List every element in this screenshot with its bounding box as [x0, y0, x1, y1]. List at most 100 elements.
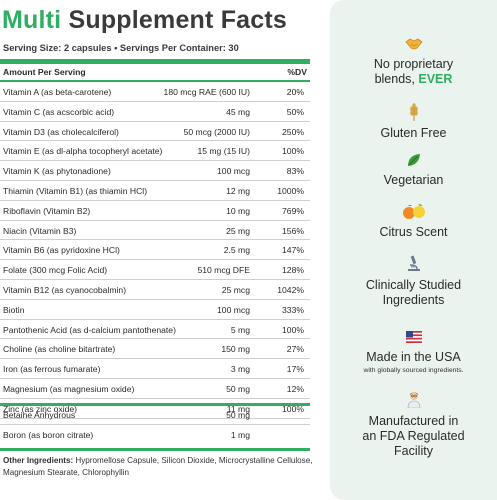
- nutrient-name: Thiamin (Vitamin B1) (as thiamin HCl): [3, 185, 148, 196]
- serving-info: Serving Size: 2 capsules • Servings Per …: [3, 43, 239, 53]
- nutrient-amount: 2.5 mg: [223, 245, 250, 256]
- table-row: Vitamin B12 (as cyanocobalmin) 25 mcg 1042…: [0, 280, 310, 300]
- feature-made-in-usa: Made in the USA with globally sourced in…: [330, 331, 497, 374]
- table-row: Biotin 100 mcg 333%: [0, 300, 310, 320]
- nutrient-name: Magnesium (as magnesium oxide): [3, 383, 135, 394]
- feature-fda-facility: Manufactured in an FDA Regulated Facilit…: [330, 391, 497, 459]
- nutrient-amount: 15 mg (15 IU): [197, 146, 250, 157]
- table-row: Thiamin (Vitamin B1) (as thiamin HCl) 12 …: [0, 181, 310, 201]
- bottom-rule: [0, 448, 310, 451]
- feature-gluten-free: Gluten Free: [330, 103, 497, 141]
- nutrient-amount: 50 mcg (2000 IU): [183, 126, 250, 137]
- nutrient-dv: 250%: [282, 126, 304, 137]
- other-ingredients-label: Other Ingredients:: [3, 456, 74, 465]
- nutrient-dv: 128%: [282, 265, 304, 276]
- nutrient-name: Vitamin B6 (as pyridoxine HCl): [3, 245, 120, 256]
- nutrient-dv: 769%: [282, 205, 304, 216]
- nutrient-amount: 180 mcg RAE (600 IU): [163, 87, 250, 97]
- made-in-usa-sub: with globally sourced ingredients.: [363, 367, 464, 374]
- nutrient-amount: 25 mg: [226, 225, 250, 236]
- title-multi: Multi: [2, 6, 62, 34]
- table-row: Vitamin B6 (as pyridoxine HCl) 2.5 mg 147%: [0, 240, 310, 261]
- nutrient-name: Vitamin C (as acscorbic acid): [3, 106, 115, 117]
- nutrient-amount: 100 mcg: [217, 304, 250, 315]
- clinically-studied-line2: Ingredients: [382, 293, 445, 307]
- table-row: Zinc (as zinc oxide) 11 mg 100%: [0, 399, 310, 419]
- table-row: Vitamin D3 (as cholecalciferol) 50 mcg (2…: [0, 122, 310, 142]
- table-row: Vitamin A (as beta-carotene) 180 mcg RAE …: [0, 82, 310, 102]
- nutrient-name: Iron (as ferrous fumarate): [3, 364, 101, 375]
- nutrient-amount: 50 mg: [226, 383, 250, 394]
- no-proprietary-line2: blends, EVER: [330, 72, 497, 87]
- ever-highlight: EVER: [418, 72, 453, 86]
- dv-header: %DV: [287, 67, 307, 77]
- nutrient-dv: 83%: [286, 166, 304, 177]
- extra-name: Betaine Anhydrous: [3, 410, 76, 420]
- other-ingredients: Other Ingredients: Hypromellose Capsule,…: [3, 455, 315, 479]
- microscope-icon: [407, 255, 420, 271]
- nutrient-amount: 150 mg: [221, 344, 250, 355]
- table-row: Magnesium (as magnesium oxide) 50 mg 12%: [0, 379, 310, 399]
- nutrient-dv: 12%: [286, 383, 304, 394]
- scientist-icon: [407, 392, 420, 408]
- nutrient-table: Vitamin A (as beta-carotene) 180 mcg RAE …: [0, 82, 310, 419]
- table-row: Niacin (Vitamin B3) 25 mg 156%: [0, 221, 310, 241]
- nutrient-dv: 17%: [286, 364, 304, 375]
- nutrient-dv: 147%: [282, 245, 304, 256]
- feature-clinically-studied: Clinically Studied Ingredients: [330, 255, 497, 308]
- fda-facility-line1: Manufactured in: [368, 414, 459, 428]
- nutrient-name: Riboflavin (Vitamin B2): [3, 205, 91, 216]
- extra-name: Boron (as boron citrate): [3, 429, 94, 440]
- no-proprietary-line1: No proprietary: [373, 57, 454, 71]
- nutrient-dv: 20%: [286, 87, 304, 97]
- feature-vegetarian: Vegetarian: [330, 152, 497, 188]
- table-row: Vitamin K (as phytonadione) 100 mcg 83%: [0, 161, 310, 181]
- made-in-usa-label: Made in the USA: [366, 350, 461, 364]
- table-row: Boron (as boron citrate) 1 mg: [0, 425, 310, 444]
- nutrient-name: Pantothenic Acid (as d-calcium pantothen…: [3, 324, 176, 335]
- no-proprietary-blends: blends,: [374, 72, 415, 86]
- nutrient-amount: 11 mg: [226, 403, 250, 414]
- extras-table: Betaine Anhydrous 50 mg Boron (as boron ci…: [0, 405, 310, 444]
- table-row: Riboflavin (Vitamin B2) 10 mg 769%: [0, 201, 310, 221]
- nutrient-name: Vitamin K (as phytonadione): [3, 166, 111, 177]
- clinically-studied-line1: Clinically Studied: [365, 278, 462, 292]
- citrus-icon: [402, 204, 425, 219]
- handshake-icon: [404, 38, 423, 50]
- extra-amount: 50 mg: [226, 410, 250, 420]
- leaf-icon: [407, 154, 420, 166]
- title-rest: Supplement Facts: [68, 6, 288, 34]
- nutrient-dv: 156%: [282, 225, 304, 236]
- nutrient-name: Vitamin E (as dl-alpha tocopheryl acetat…: [3, 146, 163, 157]
- table-header: Amount Per Serving %DV: [3, 67, 307, 79]
- top-rule: [0, 59, 310, 64]
- gluten-free-label: Gluten Free: [380, 126, 447, 140]
- nutrient-dv: 50%: [286, 106, 304, 117]
- table-row: Iron (as ferrous fumarate) 3 mg 17%: [0, 359, 310, 379]
- vegetarian-label: Vegetarian: [383, 173, 444, 187]
- nutrient-dv: 1042%: [277, 284, 304, 295]
- features-panel: No proprietary blends, EVER Gluten Free …: [330, 0, 497, 500]
- nutrient-dv: 333%: [282, 304, 304, 315]
- table-row: Folate (300 mcg Folic Acid) 510 mcg DFE 12…: [0, 260, 310, 280]
- table-row: Vitamin E (as dl-alpha tocopheryl acetat…: [0, 141, 310, 162]
- fda-facility-line2: an FDA Regulated: [362, 429, 465, 443]
- nutrient-amount: 25 mcg: [221, 284, 250, 295]
- nutrient-name: Vitamin A (as beta-carotene): [3, 87, 112, 97]
- nutrient-name: Biotin: [3, 304, 25, 315]
- nutrient-dv: 100%: [282, 146, 304, 157]
- nutrient-name: Zinc (as zinc oxide): [3, 403, 78, 414]
- feature-no-proprietary: No proprietary blends, EVER: [330, 36, 497, 87]
- extra-amount: 1 mg: [230, 429, 250, 440]
- nutrient-name: Choline (as choline bitartrate): [3, 344, 116, 355]
- header-rule: [0, 80, 310, 82]
- amount-header: Amount Per Serving: [3, 67, 86, 77]
- nutrient-dv: 27%: [286, 344, 304, 355]
- nutrient-name: Vitamin B12 (as cyanocobalmin): [3, 284, 127, 295]
- wheat-icon: [409, 103, 418, 121]
- nutrient-name: Folate (300 mcg Folic Acid): [3, 265, 108, 276]
- table-row: Betaine Anhydrous 50 mg: [0, 405, 310, 425]
- nutrient-name: Vitamin D3 (as cholecalciferol): [3, 126, 119, 137]
- citrus-scent-label: Citrus Scent: [379, 225, 448, 239]
- us-flag-icon: [405, 331, 422, 343]
